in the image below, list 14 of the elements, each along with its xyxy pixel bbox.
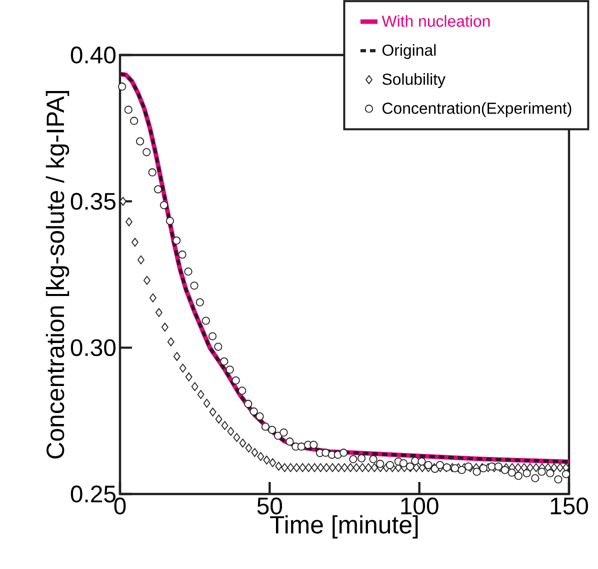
legend-label: Original [382, 44, 436, 60]
x-tick-label: 150 [550, 498, 588, 514]
y-tick-label: 0.35 [70, 192, 116, 210]
legend-label: With nucleation [382, 15, 490, 27]
y-tick-label: 0.25 [70, 486, 116, 502]
x-tick-label: 100 [401, 498, 438, 514]
y-tick-label: 0.40 [70, 46, 116, 64]
x-tick-label: 50 [257, 498, 282, 514]
y-axis-title: Concentration [kg-solute / kg-IPA] [46, 91, 70, 459]
x-axis-title: Time [minute] [270, 515, 418, 539]
x-tick-label: 0 [114, 498, 126, 514]
legend-label: Solubility [382, 73, 446, 88]
legend-label: Concentration(Experiment) [382, 102, 572, 118]
y-tick-label: 0.30 [70, 339, 116, 356]
